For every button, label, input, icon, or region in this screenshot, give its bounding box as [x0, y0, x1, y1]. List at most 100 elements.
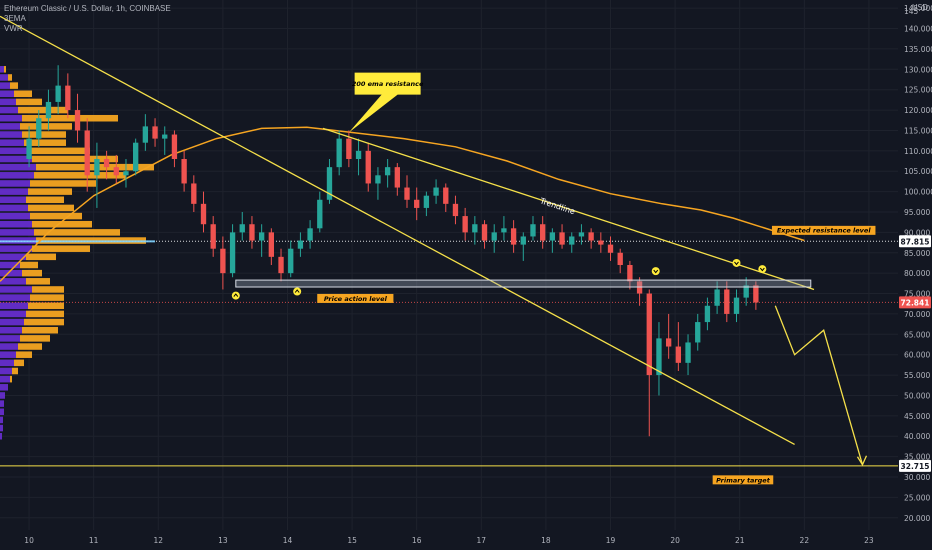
volume-bar-primary — [22, 326, 58, 334]
volume-bar-secondary — [0, 204, 28, 212]
x-tick-label: 18 — [541, 536, 551, 545]
price-axis-background — [898, 0, 932, 550]
candle-body — [249, 224, 255, 241]
volume-bar-secondary — [0, 98, 16, 106]
candle-body — [675, 346, 682, 363]
candle-body — [588, 232, 594, 241]
indicator-vwr[interactable]: VWR — [4, 24, 23, 33]
candle-body — [239, 224, 245, 233]
marker-down-icon — [651, 267, 660, 276]
volume-bar-secondary — [0, 286, 32, 293]
candle-body — [123, 171, 129, 176]
volume-bar-primary — [30, 180, 96, 187]
volume-bar-primary — [20, 261, 38, 269]
volume-bar-secondary — [0, 359, 14, 367]
volume-bar-secondary — [0, 229, 34, 236]
candle-body — [288, 248, 294, 274]
volume-bar-primary — [24, 318, 64, 326]
price-label-text: 87.815 — [901, 237, 930, 246]
x-tick-label: 11 — [89, 536, 99, 545]
x-tick-label: 12 — [154, 536, 164, 545]
volume-bar-primary — [28, 188, 72, 195]
candle-body — [414, 199, 420, 208]
volume-bar-primary — [34, 172, 126, 179]
candle-body — [210, 224, 216, 249]
callout-bubble — [348, 72, 421, 133]
y-tick-top: 145 — [904, 7, 919, 16]
x-tick-label: 16 — [412, 536, 422, 545]
candle-body — [501, 228, 507, 233]
current-price-label-box — [899, 296, 931, 309]
volume-bar-secondary — [0, 294, 30, 301]
main-diagonal-line — [0, 15, 795, 445]
volume-bar-secondary — [0, 302, 28, 310]
x-tick-label: 20 — [670, 536, 680, 545]
candle-body — [472, 224, 478, 233]
price-axis[interactable]: 20.000 25.000 30.000 35.000 40.000 45.000 50.0… — [898, 0, 932, 550]
volume-bar-primary — [12, 367, 18, 375]
candle-body — [297, 240, 304, 249]
volume-bar-primary — [16, 351, 32, 358]
y-tick-label: 75.000 — [904, 290, 930, 299]
volume-bar-secondary — [0, 172, 34, 179]
ema-200-path — [0, 126, 805, 282]
marker-up-chevron — [233, 293, 239, 297]
candle-body — [191, 183, 197, 204]
note-text: Price action level — [324, 295, 388, 303]
candle-body — [665, 338, 672, 347]
trendline — [322, 127, 815, 291]
price-action-box — [235, 279, 812, 288]
y-tick-label: 140.000 — [904, 25, 932, 34]
volume-bar-secondary — [0, 74, 8, 81]
y-tick-label: 30.000 — [904, 473, 930, 482]
candle-body — [258, 232, 265, 241]
chart-legend: Ethereum Classic / U.S. Dollar, 1h, COIN… — [4, 4, 171, 34]
volume-bar-primary — [28, 147, 90, 155]
price-label-text: 32.715 — [901, 462, 930, 471]
candle-body — [695, 322, 701, 343]
volume-bar-primary — [14, 359, 24, 367]
candle-body — [540, 224, 546, 241]
volume-bar-primary — [24, 139, 66, 146]
volume-bar-primary — [28, 302, 64, 310]
x-tick-label: 22 — [800, 536, 810, 545]
y-tick-label: 85.000 — [904, 249, 930, 258]
candle-body — [220, 248, 226, 274]
x-tick-label: 15 — [347, 536, 357, 545]
note-box — [771, 225, 876, 235]
candle-body — [171, 134, 178, 159]
candle-body — [103, 159, 110, 168]
symbol-title[interactable]: Ethereum Classic / U.S. Dollar, 1h, COIN… — [4, 4, 171, 13]
price-label-box — [899, 459, 931, 472]
candle-body — [84, 130, 90, 176]
volume-bar-primary — [30, 294, 64, 301]
candle-body — [607, 244, 614, 253]
volume-bar-primary — [10, 375, 12, 383]
volume-bar-secondary — [0, 318, 24, 326]
y-tick-label: 60.000 — [904, 351, 930, 360]
drawings[interactable]: Trendline — [0, 15, 868, 467]
candle-body — [162, 134, 168, 139]
note-text: Primary target — [716, 476, 771, 484]
volume-bar-secondary — [0, 180, 30, 187]
volume-bar-primary — [34, 229, 120, 236]
candle-body — [142, 126, 149, 143]
y-tick-label: 25.000 — [904, 493, 930, 502]
volume-bar-secondary — [0, 269, 22, 277]
x-tick-label: 23 — [864, 536, 874, 545]
volume-bar-primary — [22, 131, 66, 138]
y-tick-label: 50.000 — [904, 391, 930, 400]
candle-body — [133, 142, 139, 172]
candle-body — [549, 232, 556, 241]
candle-body — [317, 199, 323, 229]
time-axis-background — [0, 530, 932, 550]
annotations: 200 ema resistance Expected resistance le… — [317, 72, 876, 485]
candle-body — [355, 150, 362, 159]
candle-body — [375, 175, 381, 184]
time-axis[interactable]: 10 11 12 13 14 15 16 17 18 19 20 21 22 23 — [0, 530, 932, 550]
candle-body — [336, 138, 342, 168]
indicator-3ema[interactable]: 3EMA — [4, 14, 26, 23]
candle-body — [45, 101, 52, 119]
volume-bar-secondary — [0, 114, 22, 122]
